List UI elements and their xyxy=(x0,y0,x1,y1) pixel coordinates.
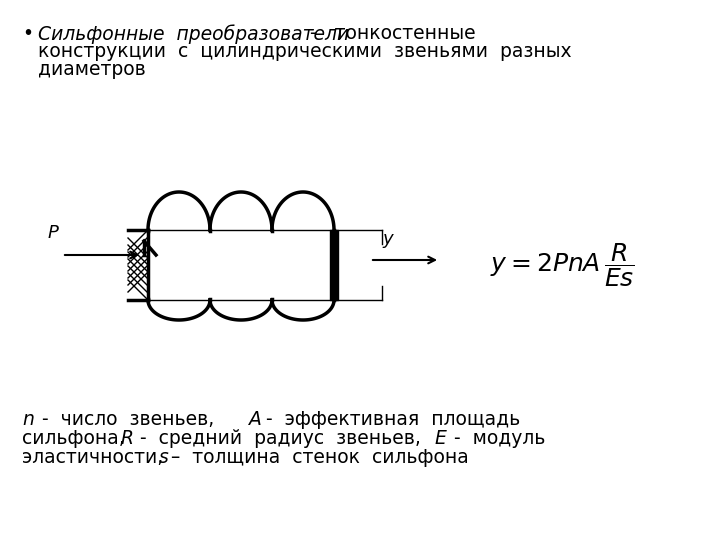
Text: $E$: $E$ xyxy=(434,429,448,448)
Text: $n$: $n$ xyxy=(22,410,35,429)
Text: y: y xyxy=(382,230,392,248)
Text: •: • xyxy=(22,24,33,43)
Text: -  средний  радиус  звеньев,: - средний радиус звеньев, xyxy=(134,429,421,448)
Text: -  число  звеньев,: - число звеньев, xyxy=(36,410,215,429)
Text: -  эффективная  площадь: - эффективная площадь xyxy=(260,410,521,429)
Text: сильфона,: сильфона, xyxy=(22,429,125,448)
Text: $y = 2PnA\,\dfrac{R}{Es}$: $y = 2PnA\,\dfrac{R}{Es}$ xyxy=(490,241,635,289)
Text: P: P xyxy=(48,224,59,242)
Text: эластичности,: эластичности, xyxy=(22,448,163,467)
Text: Сильфонные  преобразователи: Сильфонные преобразователи xyxy=(38,24,349,44)
Text: –  толщина  стенок  сильфона: – толщина стенок сильфона xyxy=(171,448,469,467)
Text: $s$: $s$ xyxy=(158,448,169,467)
Text: $A$: $A$ xyxy=(247,410,261,429)
Text: диаметров: диаметров xyxy=(38,60,145,79)
Text: -   тонкостенные: - тонкостенные xyxy=(298,24,476,43)
Text: -  модуль: - модуль xyxy=(448,429,545,448)
Text: $R$: $R$ xyxy=(120,429,133,448)
Text: конструкции  с  цилиндрическими  звеньями  разных: конструкции с цилиндрическими звеньями р… xyxy=(38,42,572,61)
